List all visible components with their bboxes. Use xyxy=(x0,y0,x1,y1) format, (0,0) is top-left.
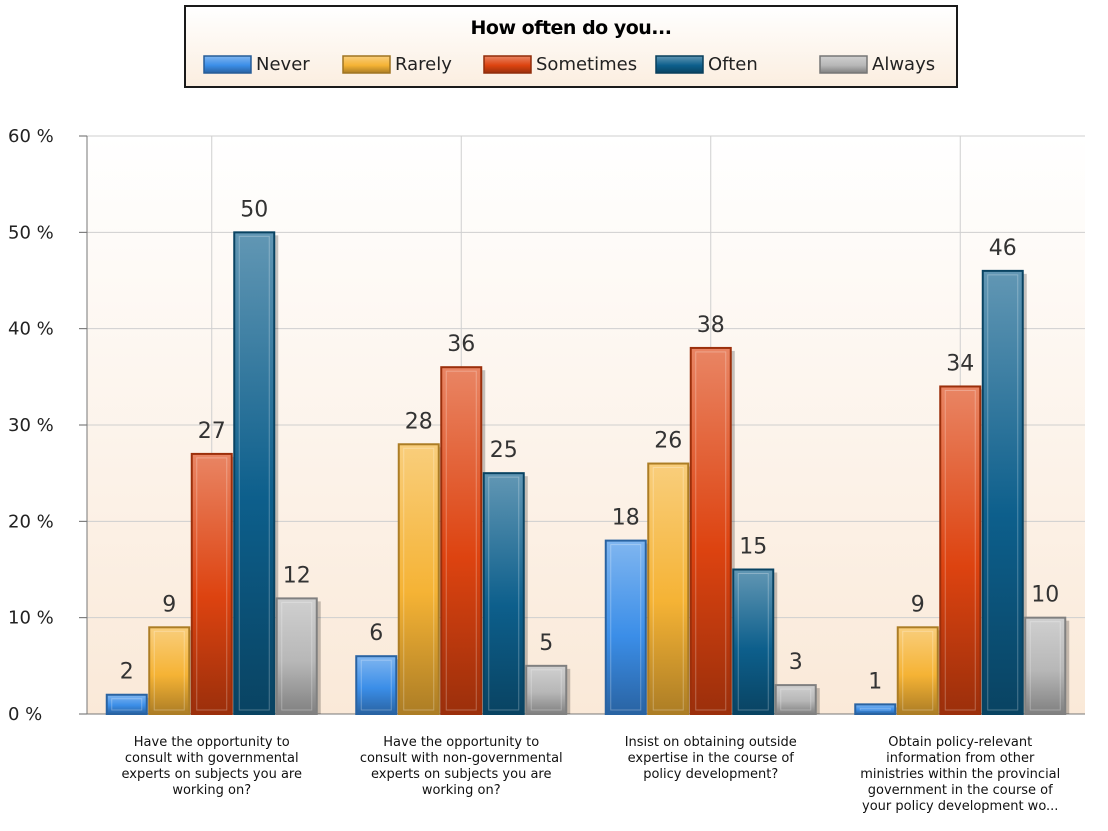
legend-label-often: Often xyxy=(708,54,758,75)
data-label: 25 xyxy=(490,438,518,463)
x-category-label: Have the opportunity to xyxy=(383,735,539,750)
x-category-label: Obtain policy-relevant xyxy=(888,735,1032,750)
data-label: 34 xyxy=(946,351,974,376)
x-category-label: Insist on obtaining outside xyxy=(625,735,797,750)
x-category-label: consult with non-governmental xyxy=(360,751,563,766)
bar-highlight xyxy=(196,457,228,711)
data-label: 3 xyxy=(789,650,803,675)
data-label: 1 xyxy=(868,669,882,694)
legend-label-always: Always xyxy=(872,54,935,75)
data-label: 38 xyxy=(697,313,725,338)
legend-label-rarely: Rarely xyxy=(395,54,452,75)
y-tick-label: 50 % xyxy=(8,222,54,243)
bar-highlight xyxy=(360,659,392,711)
x-category-label: experts on subjects you are xyxy=(122,767,302,782)
bar-always xyxy=(525,664,568,715)
y-tick-label: 10 % xyxy=(8,608,54,629)
x-category-label: your policy development wo... xyxy=(862,799,1058,814)
data-label: 18 xyxy=(612,506,640,531)
legend: How often do you... xyxy=(184,5,958,88)
bar-often xyxy=(732,568,775,715)
legend-label-never: Never xyxy=(256,54,310,75)
data-label: 2 xyxy=(120,660,134,685)
x-category-label: policy development? xyxy=(643,767,778,782)
bar-highlight xyxy=(238,235,270,711)
bar-never xyxy=(854,703,897,715)
bar-highlight xyxy=(530,669,562,711)
y-tick-label: 20 % xyxy=(8,511,54,532)
bar-highlight xyxy=(780,688,812,711)
y-tick-label: 0 % xyxy=(8,704,42,725)
x-category-label: working on? xyxy=(422,783,501,798)
x-category-label: information from other xyxy=(886,751,1035,766)
data-label: 27 xyxy=(198,419,226,444)
bar-highlight xyxy=(111,698,143,711)
bar-always xyxy=(1024,616,1067,716)
y-tick-label: 60 % xyxy=(8,126,54,147)
bar-sometimes xyxy=(440,366,483,715)
bar-rarely xyxy=(896,626,939,715)
data-label: 9 xyxy=(162,592,176,617)
bar-always xyxy=(774,684,817,715)
y-tick-label: 40 % xyxy=(8,319,54,340)
legend-title: How often do you... xyxy=(470,17,672,39)
x-category-label: Have the opportunity to xyxy=(134,735,290,750)
bar-highlight xyxy=(652,467,684,711)
legend-swatch-rarely xyxy=(342,55,391,74)
bar-highlight xyxy=(695,351,727,711)
bar-always xyxy=(275,597,318,716)
legend-swatch-sometimes xyxy=(483,55,532,74)
bar-highlight xyxy=(737,573,769,711)
data-label: 46 xyxy=(989,236,1017,261)
x-category-label: government in the course of xyxy=(868,783,1053,798)
data-label: 50 xyxy=(240,197,268,222)
bar-sometimes xyxy=(190,452,233,715)
data-label: 5 xyxy=(539,631,553,656)
x-category-label: ministries within the provincial xyxy=(860,767,1060,782)
legend-label-sometimes: Sometimes xyxy=(536,54,637,75)
bar-highlight xyxy=(403,447,435,711)
bar-highlight xyxy=(944,389,976,711)
bar-highlight xyxy=(445,370,477,711)
bar-often xyxy=(233,231,276,715)
data-label: 10 xyxy=(1031,583,1059,608)
bar-often xyxy=(482,472,525,715)
data-label: 26 xyxy=(654,429,682,454)
bar-highlight xyxy=(859,707,891,711)
x-category-label: consult with governmental xyxy=(125,751,299,766)
bar-highlight xyxy=(610,544,642,711)
legend-swatch-never xyxy=(203,55,252,74)
legend-swatch-always xyxy=(819,55,868,74)
bar-highlight xyxy=(902,630,934,711)
bar-sometimes xyxy=(939,385,982,715)
bar-highlight xyxy=(1029,621,1061,711)
bar-never xyxy=(355,655,398,716)
x-category-label: experts on subjects you are xyxy=(371,767,551,782)
data-label: 9 xyxy=(911,592,925,617)
bar-never xyxy=(604,539,647,715)
data-label: 6 xyxy=(369,621,383,646)
x-category-label: working on? xyxy=(172,783,251,798)
x-category-label: expertise in the course of xyxy=(628,751,795,766)
bar-rarely xyxy=(397,443,440,715)
bar-rarely xyxy=(148,626,191,715)
data-label: 12 xyxy=(283,563,311,588)
data-label: 28 xyxy=(405,409,433,434)
legend-swatch-often xyxy=(655,55,704,74)
bar-highlight xyxy=(987,274,1019,711)
bar-never xyxy=(105,693,148,716)
bar-highlight xyxy=(153,630,185,711)
bar-sometimes xyxy=(689,346,732,715)
data-label: 36 xyxy=(447,332,475,357)
bar-rarely xyxy=(647,462,690,715)
data-label: 15 xyxy=(739,535,767,560)
bar-highlight xyxy=(488,476,520,711)
bar-often xyxy=(981,269,1024,715)
y-tick-label: 30 % xyxy=(8,415,54,436)
bar-highlight xyxy=(281,601,313,711)
